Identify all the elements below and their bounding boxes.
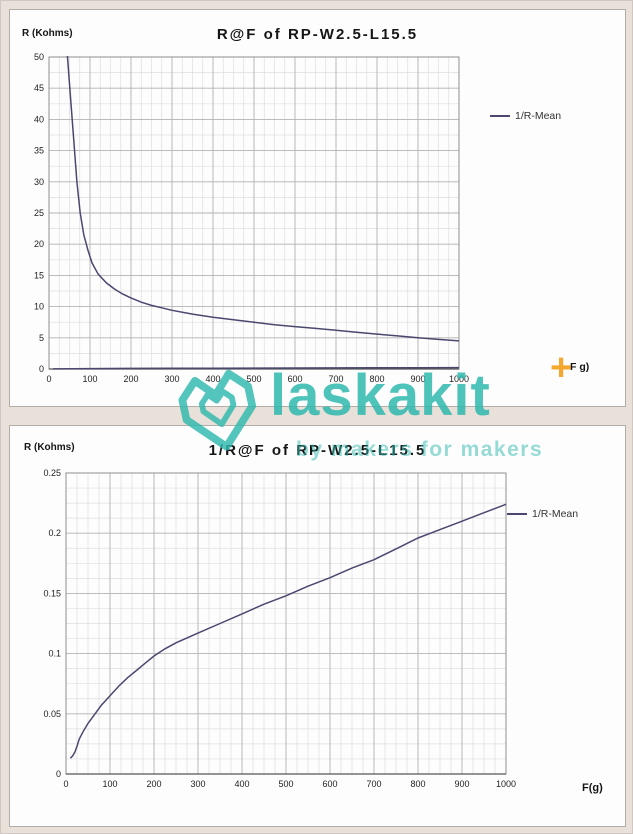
- svg-text:200: 200: [146, 779, 161, 789]
- svg-text:300: 300: [190, 779, 205, 789]
- y-axis-title-bottom: R (Kohms): [24, 442, 75, 453]
- chart-card-top: R@F of RP-W2.5-L15.5 R (Kohms) 0 100 200 30…: [9, 9, 626, 407]
- svg-text:0.15: 0.15: [43, 588, 61, 598]
- svg-text:600: 600: [287, 374, 302, 384]
- svg-text:0: 0: [63, 779, 68, 789]
- svg-text:5: 5: [39, 333, 44, 343]
- chart-title-top: R@F of RP-W2.5-L15.5: [216, 26, 419, 43]
- svg-text:50: 50: [34, 52, 44, 62]
- svg-text:900: 900: [410, 374, 425, 384]
- chart-card-bottom: 1/R@F of RP-W2.5-L15.5 R (Kohms) 0 100 200…: [9, 425, 626, 827]
- svg-text:100: 100: [102, 779, 117, 789]
- svg-text:0: 0: [39, 364, 44, 374]
- legend-line-marker: [507, 513, 527, 515]
- svg-text:0.1: 0.1: [48, 649, 61, 659]
- x-axis-title-top: F g): [570, 361, 590, 373]
- svg-text:400: 400: [234, 779, 249, 789]
- y-axis-title-top: R (Kohms): [22, 28, 73, 39]
- svg-text:100: 100: [82, 374, 97, 384]
- chart-title-bottom: 1/R@F of RP-W2.5-L15.5: [208, 442, 427, 459]
- chart-canvas-bottom: 0 100 200 300 400 500 600 700 800 900 1000 0 0.05 0.1…: [43, 468, 516, 789]
- svg-text:45: 45: [34, 83, 44, 93]
- svg-text:1000: 1000: [496, 779, 516, 789]
- svg-text:0.2: 0.2: [48, 528, 61, 538]
- legend-top: 1/R-Mean: [490, 110, 561, 122]
- chart-canvas-top: 0 100 200 300 400 500 600 700 800 900 1000 0 5 10 15 20…: [34, 52, 469, 384]
- svg-text:800: 800: [369, 374, 384, 384]
- svg-text:200: 200: [123, 374, 138, 384]
- svg-text:800: 800: [410, 779, 425, 789]
- svg-text:40: 40: [34, 114, 44, 124]
- svg-text:700: 700: [328, 374, 343, 384]
- svg-text:900: 900: [454, 779, 469, 789]
- svg-text:500: 500: [246, 374, 261, 384]
- legend-label: 1/R-Mean: [515, 110, 562, 122]
- svg-text:1000: 1000: [449, 374, 469, 384]
- svg-text:0.05: 0.05: [43, 709, 61, 719]
- svg-text:500: 500: [278, 779, 293, 789]
- svg-text:300: 300: [164, 374, 179, 384]
- svg-text:0: 0: [56, 769, 61, 779]
- legend-label: 1/R-Mean: [532, 508, 579, 520]
- x-axis-title-bottom: F(g): [582, 782, 603, 794]
- svg-text:35: 35: [34, 146, 44, 156]
- svg-text:0: 0: [46, 374, 51, 384]
- svg-text:30: 30: [34, 177, 44, 187]
- svg-text:0.25: 0.25: [43, 468, 61, 478]
- legend-line-marker: [490, 115, 510, 117]
- svg-text:600: 600: [322, 779, 337, 789]
- svg-text:700: 700: [366, 779, 381, 789]
- svg-text:15: 15: [34, 270, 44, 280]
- svg-text:20: 20: [34, 239, 44, 249]
- svg-text:10: 10: [34, 302, 44, 312]
- svg-text:400: 400: [205, 374, 220, 384]
- legend-bottom: 1/R-Mean: [507, 508, 578, 520]
- svg-text:25: 25: [34, 208, 44, 218]
